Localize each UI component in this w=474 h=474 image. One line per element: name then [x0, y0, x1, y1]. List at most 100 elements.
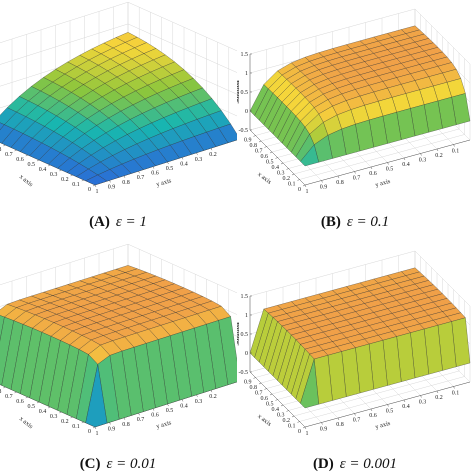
x-tick	[302, 426, 306, 429]
panel: 0.80.70.60.50.40.30.20.10x axis10.90.80.…	[0, 1, 237, 230]
x-tick	[81, 421, 84, 424]
y-tick	[167, 161, 169, 165]
x-tick-label: 0.5	[266, 402, 274, 408]
x-tick	[286, 410, 289, 412]
caption-label: (D)	[313, 456, 334, 472]
y-tick-label: 0.3	[195, 399, 203, 405]
z-axis-label: Solution	[234, 80, 241, 104]
y-tick	[196, 394, 198, 397]
wall-grid-line	[0, 243, 129, 286]
plot-area: 0.80.70.60.50.40.30.20.10x axis10.90.80.…	[0, 243, 237, 437]
y-tick-label: 0.9	[320, 427, 328, 433]
y-tick	[387, 404, 389, 407]
z-tick-label: 0	[245, 351, 248, 357]
x-tick	[269, 393, 273, 396]
x-tick	[297, 179, 300, 181]
y-tick-label: 0.3	[419, 158, 427, 164]
x-tick	[3, 144, 6, 147]
x-axis-label: x axis	[256, 171, 273, 186]
y-tick	[403, 157, 406, 161]
y-tick	[337, 175, 340, 179]
y-tick-label: 0.9	[108, 184, 116, 190]
x-tick-label: 0.5	[28, 404, 36, 410]
y-tick-label: 0.1	[452, 149, 460, 155]
y-tick-label: 0.9	[108, 426, 116, 432]
y-axis-label: y axis	[374, 178, 391, 189]
y-tick	[138, 413, 140, 416]
y-tick-label: 0.4	[402, 404, 410, 410]
y-tick	[420, 153, 422, 156]
surface-patch	[300, 358, 319, 409]
x-tick	[59, 411, 62, 414]
caption-equation: ε = 0.1	[347, 214, 389, 230]
y-tick-label: 0.4	[402, 162, 410, 168]
y-tick-label: 0.2	[209, 152, 217, 158]
x-tick	[59, 169, 62, 172]
y-tick	[321, 180, 323, 183]
x-tick-label: 0.5	[28, 162, 36, 168]
x-tick-label: 0.8	[250, 143, 258, 149]
y-tick-label: 0.9	[320, 185, 328, 191]
y-tick	[321, 422, 323, 425]
x-tick-label: 0.1	[288, 424, 296, 430]
caption-label: (C)	[80, 456, 101, 472]
x-tick	[3, 386, 6, 389]
x-tick	[291, 173, 295, 176]
x-tick	[81, 179, 84, 182]
y-tick-label: 0.5	[166, 408, 174, 414]
x-tick-label: 0.1	[72, 182, 80, 188]
x-tick	[302, 184, 306, 187]
y-tick	[109, 180, 111, 183]
z-tick-label: 0.5	[241, 332, 249, 338]
y-tick	[152, 166, 155, 169]
y-tick-label: 0.3	[419, 400, 427, 406]
z-tick-label: 1	[245, 313, 248, 319]
y-tick-label: 0.7	[353, 418, 361, 424]
panel: 0.90.80.70.60.50.40.30.20.10x axis10.90.…	[237, 250, 471, 472]
x-axis-label: x axis	[18, 173, 35, 188]
caption-label: (A)	[89, 214, 110, 230]
x-tick-label: 0.2	[283, 176, 291, 182]
y-tick-label: 1	[306, 189, 309, 195]
y-tick	[436, 148, 439, 152]
y-tick	[354, 413, 356, 416]
x-axis-label: x axis	[18, 415, 35, 430]
y-tick-label: 1	[96, 189, 99, 195]
y-tick	[304, 184, 307, 188]
x-tick-label: 0.5	[266, 160, 274, 166]
z-tick-label: 1	[245, 71, 248, 77]
y-tick-label: 0.6	[151, 413, 159, 419]
y-tick-label: 0.7	[353, 176, 361, 182]
caption-equation: ε = 0.01	[107, 456, 157, 472]
wall-grid-line	[249, 8, 416, 55]
x-tick-label: 0	[298, 187, 301, 193]
y-tick	[210, 390, 213, 393]
x-tick	[258, 382, 262, 385]
plot-area: 0.90.80.70.60.50.40.30.20.10x axis10.90.…	[234, 8, 471, 195]
plot-area: 0.80.70.60.50.40.30.20.10x axis10.90.80.…	[0, 1, 237, 195]
x-tick	[253, 135, 256, 137]
y-tick	[387, 162, 389, 165]
y-tick-label: 0.3	[195, 157, 203, 163]
y-tick-label: 0.4	[180, 403, 188, 409]
y-tick	[354, 171, 356, 174]
x-tick-label: 0.3	[277, 413, 285, 419]
caption: (C) ε = 0.01	[80, 456, 157, 472]
y-tick	[453, 386, 455, 389]
x-tick-label: 0.6	[16, 399, 24, 405]
y-tick-label: 0.8	[122, 180, 130, 186]
surface-patch	[300, 144, 319, 167]
y-tick-label: 0.2	[435, 153, 443, 159]
x-tick-label: 0.4	[39, 167, 47, 173]
x-tick	[70, 174, 73, 177]
x-tick	[36, 401, 40, 404]
caption: (A) ε = 1	[89, 214, 147, 230]
y-tick	[123, 175, 126, 178]
x-tick	[25, 396, 28, 399]
y-tick	[94, 426, 97, 430]
plot-area: 0.90.80.70.60.50.40.30.20.10x axis10.90.…	[237, 250, 471, 437]
x-tick-label: 0.6	[261, 396, 269, 402]
x-tick	[14, 391, 17, 394]
surface-patch	[85, 174, 108, 186]
